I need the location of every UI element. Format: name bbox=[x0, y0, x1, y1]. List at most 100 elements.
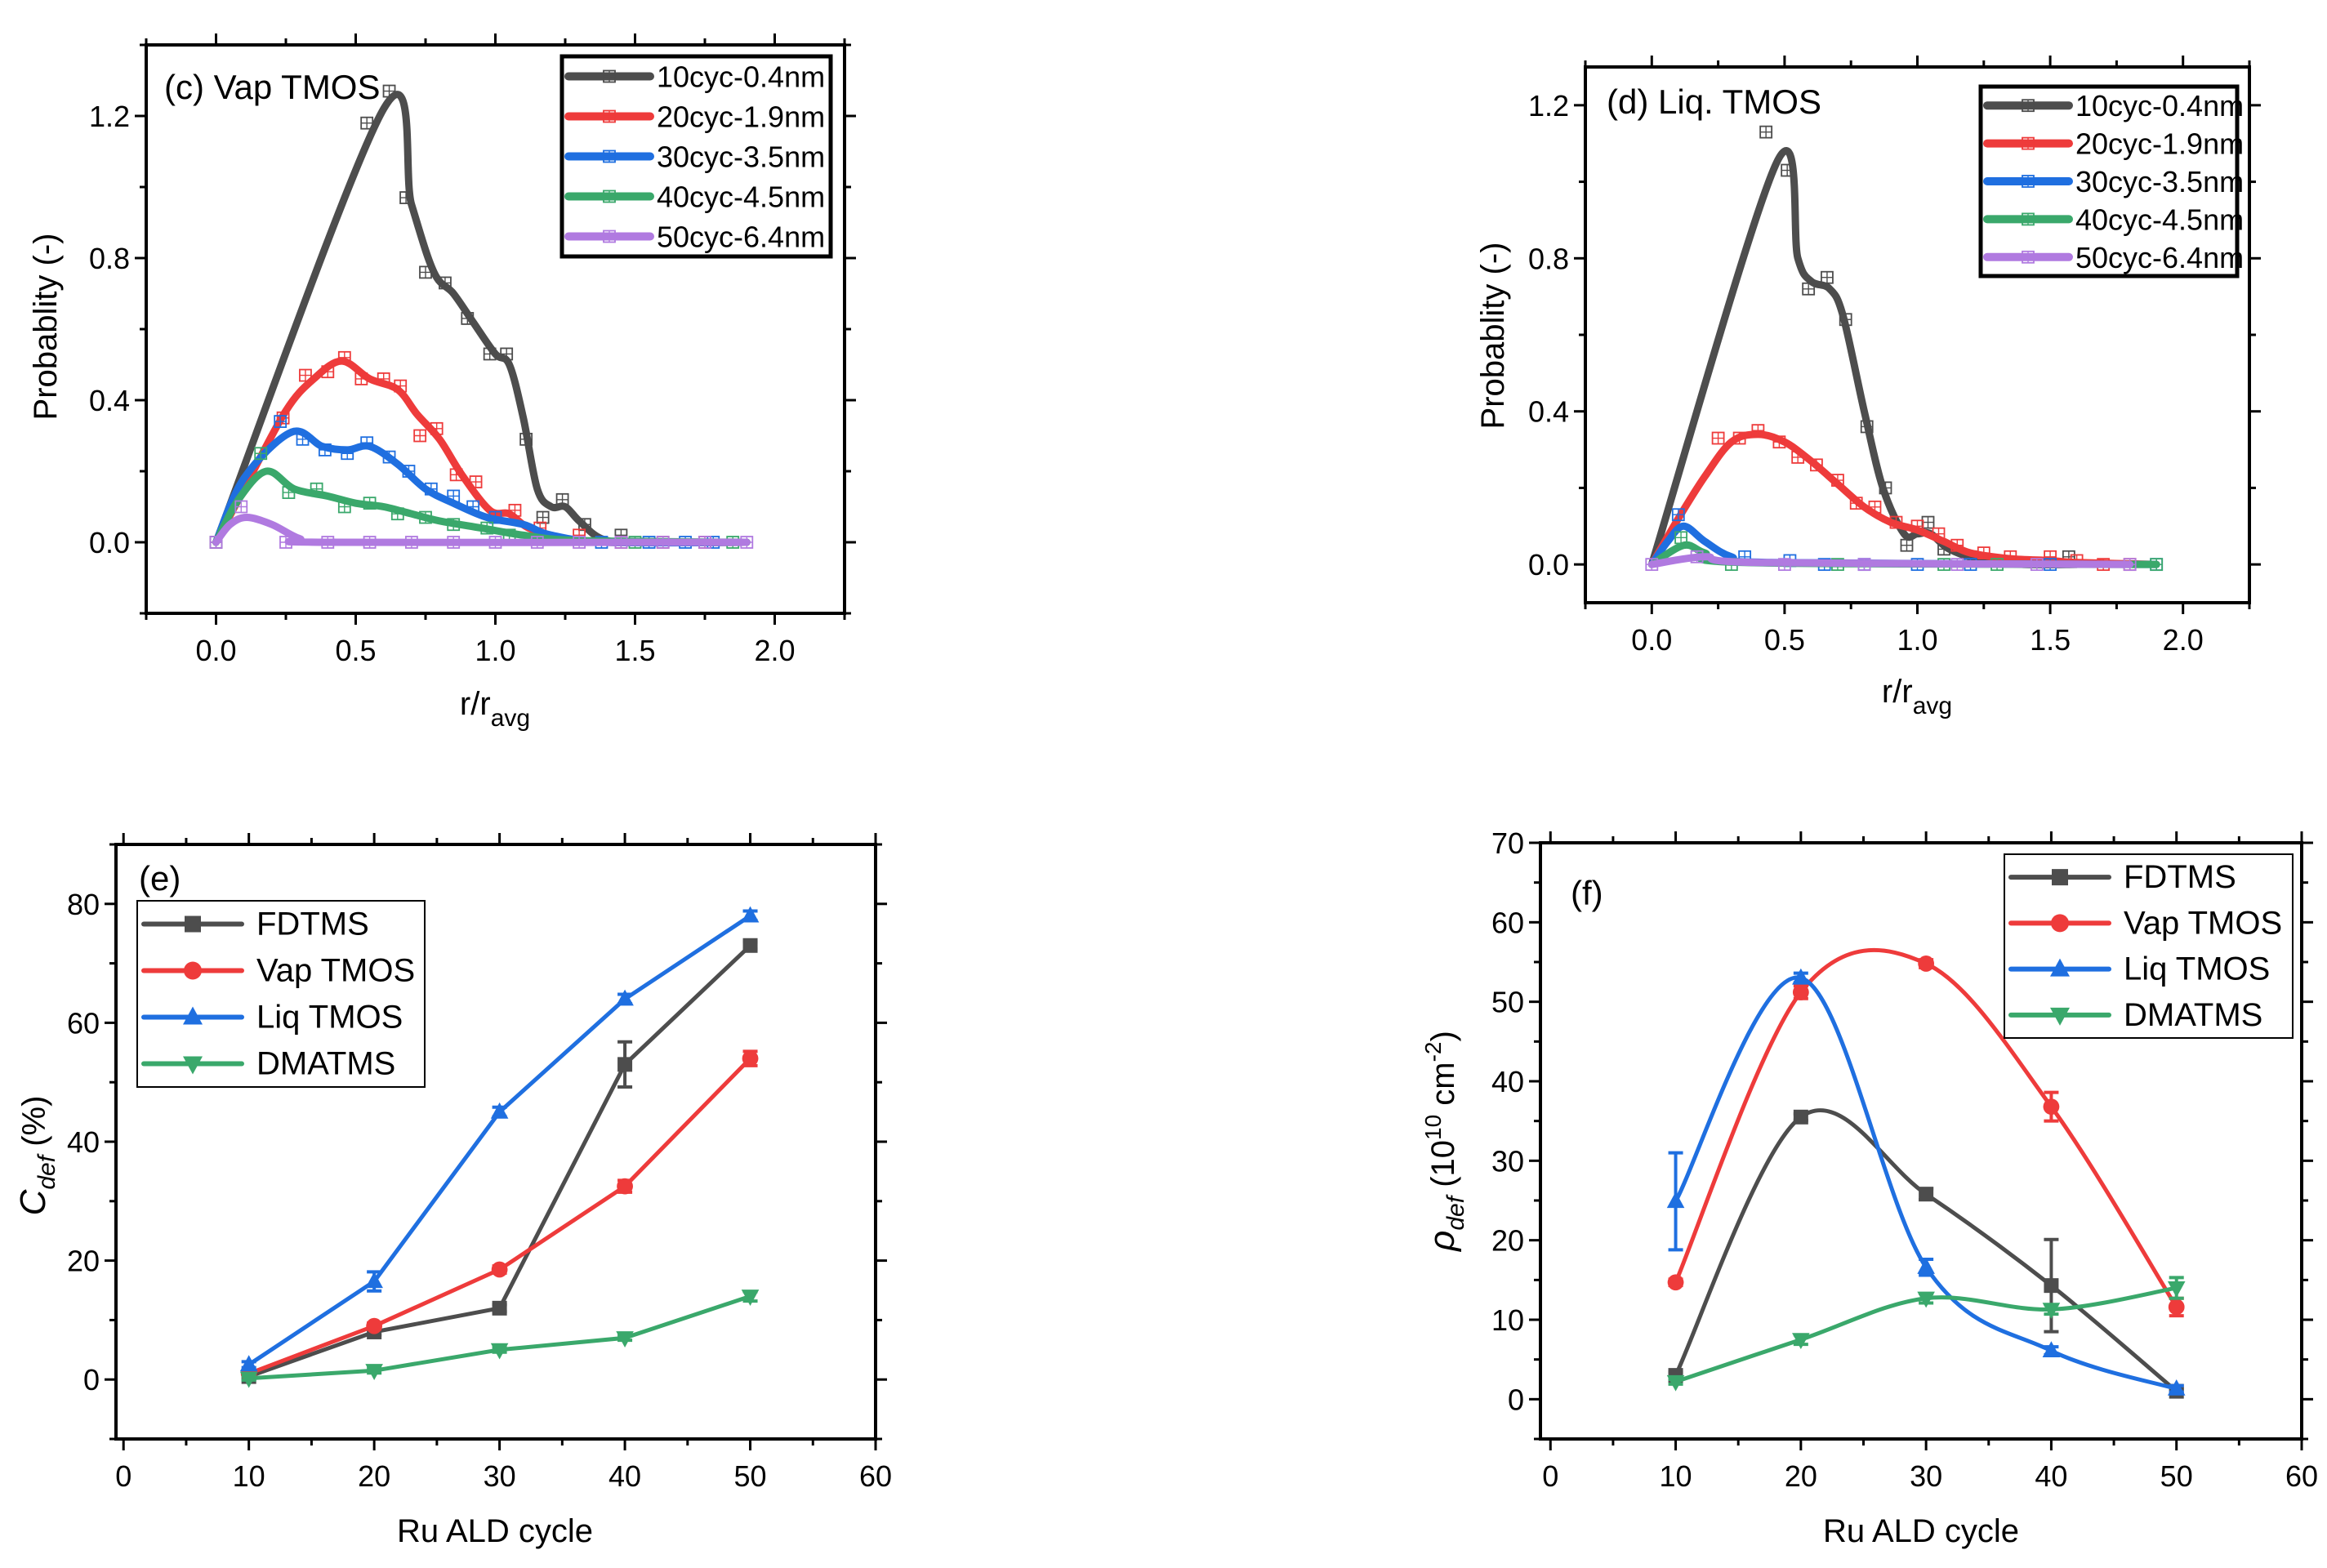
data-point-cross bbox=[501, 348, 513, 360]
data-point-cross bbox=[1691, 550, 1703, 563]
panel-label: (e) bbox=[139, 859, 181, 898]
data-point-cross bbox=[395, 380, 407, 392]
panel-label: (f) bbox=[1571, 874, 1603, 912]
legend-marker bbox=[2051, 914, 2069, 933]
data-point-cross bbox=[467, 501, 479, 513]
x-axis-label: r/ravg bbox=[1882, 674, 1952, 719]
data-point bbox=[490, 1343, 509, 1360]
plot-frame bbox=[114, 843, 877, 1441]
x-tick-label: 40 bbox=[608, 1459, 641, 1493]
y-axis-label-symbol: C bbox=[13, 1188, 53, 1215]
data-point-cross bbox=[361, 117, 373, 129]
x-axis-label-main: Ru ALD cycle bbox=[397, 1513, 593, 1549]
x-tick-label: 2.0 bbox=[2163, 623, 2204, 657]
legend-label: 10cyc-0.4nm bbox=[2075, 89, 2244, 122]
data-point-cross bbox=[296, 433, 309, 445]
data-point-cross bbox=[280, 537, 292, 548]
x-axis-label-subscript: avg bbox=[1913, 693, 1952, 719]
data-point-cross bbox=[425, 483, 437, 495]
chart-panel-c: 0.0 0.5 1.0 1.5 2.0 0.0 0.4 0.8 1.2 (c) Vap TMOS 1… bbox=[28, 33, 856, 732]
legend-marker-cross bbox=[2022, 176, 2034, 187]
legend-marker bbox=[183, 1006, 203, 1025]
y-axis-label: Probablity (-) bbox=[1475, 243, 1511, 430]
y-tick-label: 60 bbox=[67, 1006, 100, 1040]
y-tick-label: 0.8 bbox=[1528, 242, 1569, 275]
x-axis-label: Ru ALD cycle bbox=[1823, 1513, 2019, 1549]
data-point bbox=[616, 1331, 634, 1348]
series-line bbox=[1674, 975, 2178, 1392]
legend-label: DMATMS bbox=[256, 1046, 395, 1082]
x-tick-label: 2.0 bbox=[754, 634, 795, 667]
data-point-cross bbox=[414, 430, 426, 442]
data-point-cross bbox=[319, 443, 331, 456]
data-point-cross bbox=[405, 537, 417, 548]
data-point-cross bbox=[363, 497, 376, 510]
chart-panel-d: 0.0 0.5 1.0 1.5 2.0 0.0 0.4 0.8 1.2 (d) Liq. TMOS… bbox=[1475, 56, 2261, 719]
data-point-cross bbox=[299, 369, 311, 381]
legend-item: Vap TMOS bbox=[2008, 905, 2282, 941]
y-tick-label: 0.0 bbox=[1528, 548, 1569, 581]
plot-area bbox=[209, 84, 754, 549]
plot-area bbox=[239, 906, 760, 1388]
plot-frame bbox=[145, 43, 846, 615]
data-point bbox=[1666, 1192, 1685, 1209]
data-point-cross bbox=[341, 448, 354, 460]
data-point bbox=[2042, 1341, 2061, 1358]
legend-item: 20cyc-1.9nm bbox=[564, 100, 825, 134]
data-point bbox=[617, 1057, 633, 1072]
data-point bbox=[1667, 1274, 1684, 1291]
x-tick-label: 10 bbox=[1660, 1459, 1692, 1493]
y-axis-label: ρdef (1010 cm-2) bbox=[1420, 1031, 1469, 1253]
legend-marker bbox=[183, 1056, 203, 1075]
x-axis-label-main: Ru ALD cycle bbox=[1823, 1513, 2019, 1549]
series-fdtms bbox=[241, 938, 758, 1384]
legend-item: DMATMS bbox=[2008, 997, 2262, 1033]
y-axis-label-subscript: def bbox=[33, 1153, 60, 1189]
legend-item: 30cyc-3.5nm bbox=[564, 140, 825, 174]
x-tick-label: 40 bbox=[2035, 1459, 2067, 1493]
data-point-cross bbox=[2124, 559, 2136, 571]
data-point-cross bbox=[338, 351, 350, 363]
data-point bbox=[1792, 968, 1810, 985]
plot-frame bbox=[1584, 65, 2251, 604]
data-point-cross bbox=[1879, 482, 1892, 494]
data-point-cross bbox=[1733, 432, 1745, 444]
data-point bbox=[1919, 1187, 1934, 1202]
data-point bbox=[741, 1290, 760, 1306]
y-tick-label: 0.4 bbox=[89, 384, 130, 417]
y-tick-label: 0 bbox=[1508, 1383, 1524, 1416]
y-tick-label: 0 bbox=[83, 1363, 100, 1396]
series-50cyc-6-4nm bbox=[1645, 550, 2137, 572]
series-line bbox=[1674, 1108, 2178, 1393]
legend-label: 50cyc-6.4nm bbox=[657, 220, 825, 254]
legend-item: 50cyc-6.4nm bbox=[564, 220, 825, 254]
data-point-cross bbox=[448, 490, 460, 502]
x-tick-label: 10 bbox=[233, 1459, 265, 1493]
legend-label: 50cyc-6.4nm bbox=[2075, 241, 2244, 274]
data-point-cross bbox=[1778, 559, 1790, 571]
x-tick-label: 20 bbox=[358, 1459, 390, 1493]
x-tick-label: 0.5 bbox=[335, 634, 376, 667]
data-point-cross bbox=[420, 511, 431, 523]
data-point bbox=[2043, 1098, 2060, 1116]
chart-panel-f: 0 10 20 30 40 50 60 0 10 20 30 40 50 60 70 (f) FDTMS Vap … bbox=[1420, 826, 2318, 1549]
y-axis-label-unit: cm bbox=[1425, 1062, 1461, 1114]
legend-marker bbox=[184, 961, 202, 980]
legend-item: FDTMS bbox=[2008, 859, 2236, 895]
y-axis-label-superscript: 10 bbox=[1420, 1115, 1446, 1140]
legend-item: 20cyc-1.9nm bbox=[1983, 127, 2244, 161]
legend: FDTMS Vap TMOS Liq TMOS DMATMS bbox=[2004, 853, 2294, 1039]
y-tick-label: 0.0 bbox=[89, 526, 130, 559]
data-point bbox=[2167, 1281, 2186, 1298]
data-point-cross bbox=[1773, 436, 1785, 448]
data-point-cross bbox=[1712, 432, 1724, 444]
data-point-cross bbox=[450, 469, 462, 481]
series-curve bbox=[1647, 553, 2134, 568]
legend-label: Liq TMOS bbox=[2124, 951, 2270, 987]
series-vap-tmos bbox=[1667, 947, 2185, 1318]
data-point bbox=[239, 1355, 258, 1372]
data-point-cross bbox=[338, 501, 350, 513]
series-10cyc-0-4nm bbox=[209, 84, 751, 549]
legend-marker bbox=[185, 915, 201, 933]
data-point-cross bbox=[1831, 474, 1843, 487]
